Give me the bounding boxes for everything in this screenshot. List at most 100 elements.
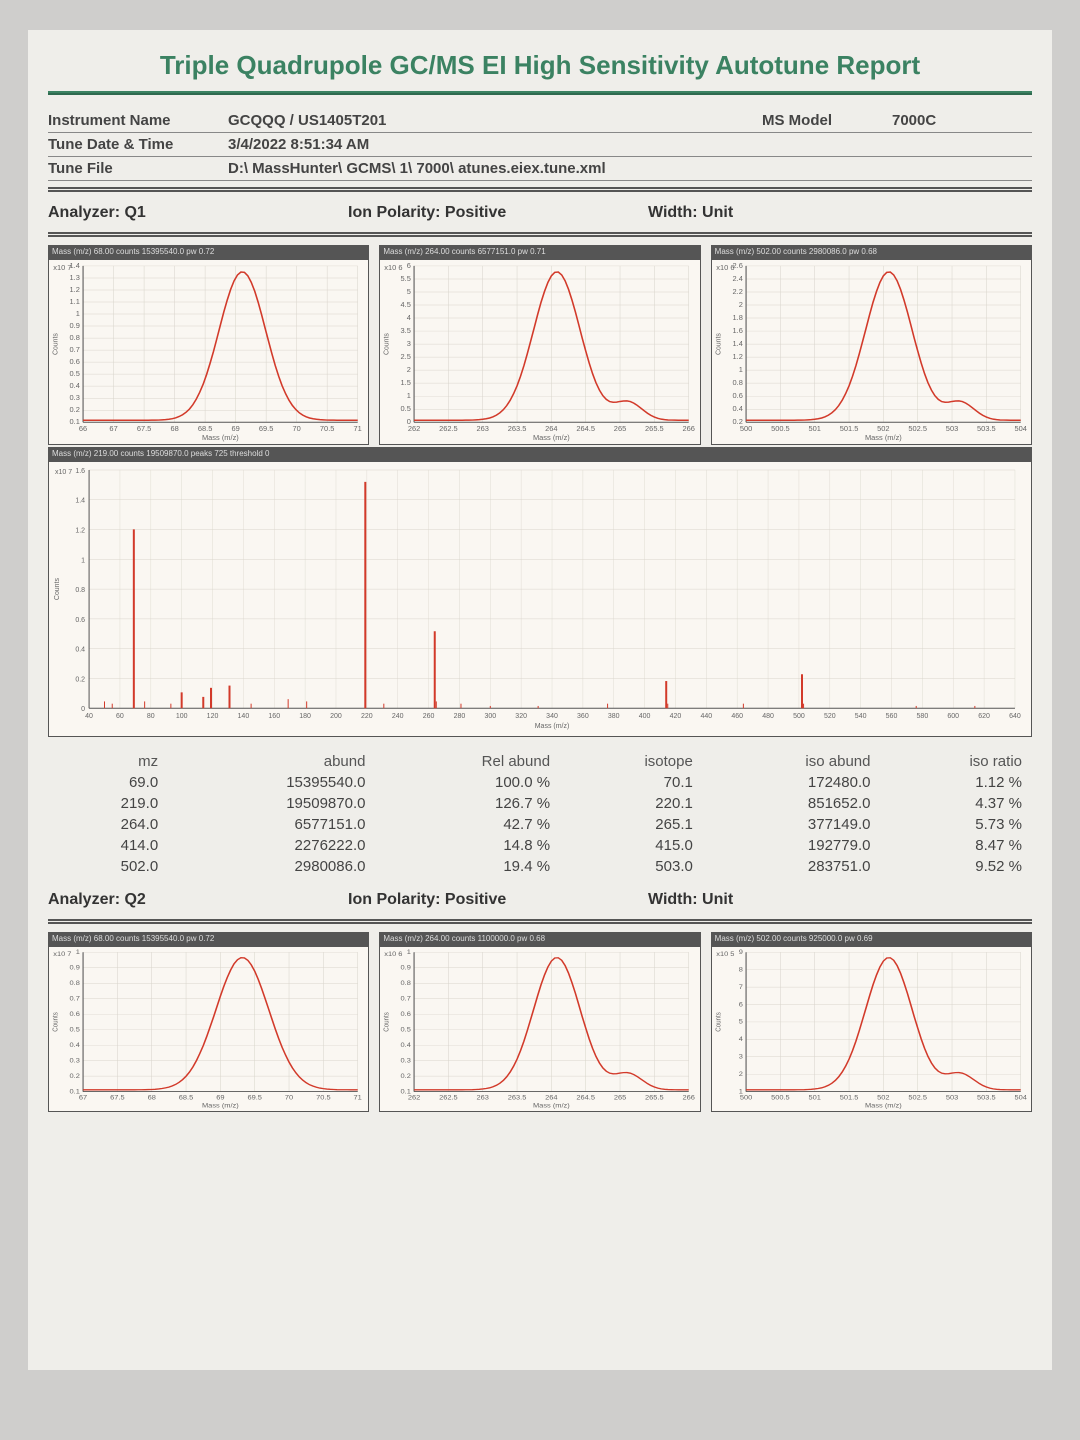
- chart-header: Mass (m/z) 264.00 counts 1100000.0 pw 0.…: [380, 933, 699, 947]
- svg-text:0.4: 0.4: [75, 647, 85, 654]
- table-cell: 6577151.0: [168, 814, 375, 835]
- svg-text:9: 9: [738, 950, 742, 956]
- svg-text:Counts: Counts: [382, 333, 391, 355]
- svg-text:0.2: 0.2: [70, 1073, 81, 1079]
- svg-text:264: 264: [545, 1095, 558, 1101]
- svg-text:501: 501: [808, 424, 820, 433]
- svg-text:70.5: 70.5: [316, 1095, 331, 1101]
- svg-text:x10 7: x10 7: [53, 951, 71, 957]
- svg-text:3: 3: [407, 339, 411, 348]
- table-header: abund: [168, 751, 375, 772]
- svg-text:67: 67: [79, 1095, 87, 1101]
- table-cell: 283751.0: [703, 856, 881, 877]
- svg-text:1.2: 1.2: [732, 352, 742, 361]
- svg-text:Counts: Counts: [715, 1012, 723, 1032]
- table-header: mz: [48, 751, 168, 772]
- svg-text:1: 1: [407, 391, 411, 400]
- svg-text:1.6: 1.6: [732, 326, 742, 335]
- svg-text:68: 68: [170, 424, 178, 433]
- svg-text:360: 360: [577, 713, 589, 720]
- peak-chart: Mass (m/z) 502.00 counts 2980086.0 pw 0.…: [711, 245, 1032, 445]
- report-page: Triple Quadrupole GC/MS EI High Sensitiv…: [28, 30, 1052, 1370]
- table-cell: 42.7 %: [375, 814, 560, 835]
- svg-text:69.5: 69.5: [247, 1095, 262, 1101]
- svg-text:504: 504: [1014, 1095, 1027, 1101]
- chart-header: Mass (m/z) 264.00 counts 6577151.0 pw 0.…: [380, 246, 699, 260]
- svg-text:262.5: 262.5: [439, 1095, 458, 1101]
- svg-text:502: 502: [877, 424, 889, 433]
- svg-text:0.6: 0.6: [75, 617, 85, 624]
- table-row: 264.06577151.042.7 %265.1377149.05.73 %: [48, 814, 1032, 835]
- svg-text:2.2: 2.2: [732, 287, 742, 296]
- svg-text:2: 2: [738, 1071, 742, 1077]
- svg-text:620: 620: [978, 713, 990, 720]
- table-cell: 414.0: [48, 835, 168, 856]
- svg-text:x10 7: x10 7: [53, 263, 71, 272]
- svg-text:0.8: 0.8: [70, 981, 81, 987]
- polarity-label: Ion Polarity: Positive: [348, 891, 648, 909]
- peak-chart: Mass (m/z) 264.00 counts 1100000.0 pw 0.…: [379, 932, 700, 1112]
- table-header: iso abund: [703, 751, 881, 772]
- svg-text:5.5: 5.5: [401, 274, 411, 283]
- svg-text:67: 67: [109, 424, 117, 433]
- svg-text:Mass (m/z): Mass (m/z): [535, 723, 570, 730]
- svg-text:1.6: 1.6: [75, 468, 85, 475]
- svg-text:502.5: 502.5: [908, 1095, 927, 1101]
- svg-text:263.5: 263.5: [508, 424, 527, 433]
- svg-text:100: 100: [176, 713, 188, 720]
- meta-row-tunefile: Tune File D:\ MassHunter\ GCMS\ 1\ 7000\…: [48, 157, 1032, 181]
- svg-text:240: 240: [392, 713, 404, 720]
- svg-text:80: 80: [147, 713, 155, 720]
- svg-text:1.1: 1.1: [70, 297, 80, 306]
- svg-text:0.7: 0.7: [70, 996, 81, 1002]
- table-cell: 19.4 %: [375, 856, 560, 877]
- svg-text:640: 640: [1009, 713, 1021, 720]
- svg-text:504: 504: [1014, 424, 1026, 433]
- svg-text:266: 266: [683, 1095, 696, 1101]
- svg-text:200: 200: [330, 713, 342, 720]
- svg-text:69: 69: [216, 1095, 224, 1101]
- table-cell: 219.0: [48, 793, 168, 814]
- section-rule: [48, 232, 1032, 237]
- table-cell: 220.1: [560, 793, 703, 814]
- svg-text:501.5: 501.5: [839, 1095, 858, 1101]
- svg-text:Counts: Counts: [50, 333, 59, 355]
- svg-text:4: 4: [738, 1037, 742, 1043]
- table-cell: 15395540.0: [168, 772, 375, 793]
- meta-label: Tune Date & Time: [48, 136, 228, 153]
- svg-text:2: 2: [738, 300, 742, 309]
- svg-text:2.4: 2.4: [732, 274, 742, 283]
- svg-text:0.3: 0.3: [70, 1058, 81, 1064]
- svg-text:x10 6: x10 6: [385, 951, 403, 957]
- width-label: Width: Unit: [648, 204, 733, 222]
- chart-header: Mass (m/z) 502.00 counts 925000.0 pw 0.6…: [712, 933, 1031, 947]
- svg-text:Counts: Counts: [713, 333, 722, 355]
- svg-text:320: 320: [515, 713, 527, 720]
- svg-text:160: 160: [268, 713, 280, 720]
- svg-text:Mass (m/z): Mass (m/z): [865, 1103, 902, 1109]
- svg-text:180: 180: [299, 713, 311, 720]
- table-cell: 100.0 %: [375, 772, 560, 793]
- svg-text:500: 500: [793, 713, 805, 720]
- section-rule: [48, 187, 1032, 192]
- svg-text:580: 580: [917, 713, 929, 720]
- svg-text:263: 263: [477, 1095, 490, 1101]
- chart-header: Mass (m/z) 502.00 counts 2980086.0 pw 0.…: [712, 246, 1031, 260]
- svg-text:1.2: 1.2: [75, 528, 85, 535]
- svg-text:1.4: 1.4: [732, 339, 742, 348]
- svg-text:0.7: 0.7: [70, 345, 80, 354]
- svg-text:0.5: 0.5: [70, 1027, 81, 1033]
- meta-value: 7000C: [892, 112, 1032, 129]
- svg-text:0.2: 0.2: [75, 676, 85, 683]
- title-rule: [48, 91, 1032, 95]
- table-cell: 8.47 %: [880, 835, 1032, 856]
- table-cell: 70.1: [560, 772, 703, 793]
- svg-text:501.5: 501.5: [839, 424, 858, 433]
- svg-text:265: 265: [614, 1095, 627, 1101]
- peak-chart: Mass (m/z) 264.00 counts 6577151.0 pw 0.…: [379, 245, 700, 445]
- peak-chart: Mass (m/z) 502.00 counts 925000.0 pw 0.6…: [711, 932, 1032, 1112]
- svg-text:500.5: 500.5: [771, 424, 790, 433]
- svg-text:460: 460: [731, 713, 743, 720]
- svg-text:69: 69: [231, 424, 239, 433]
- table-cell: 503.0: [560, 856, 703, 877]
